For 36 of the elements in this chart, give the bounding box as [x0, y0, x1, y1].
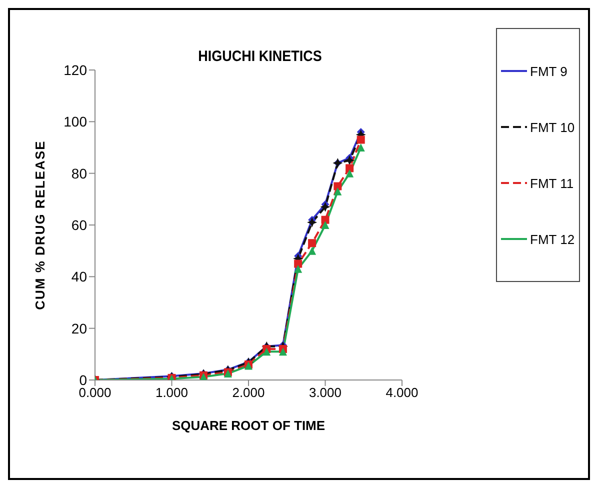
y-tick-label: 120 — [64, 62, 88, 78]
chart-title: HIGUCHI KINETICS — [198, 48, 322, 65]
legend-label: FMT 11 — [530, 176, 574, 190]
point — [334, 187, 342, 196]
x-tick-label: 0.000 — [78, 385, 112, 400]
point — [321, 221, 330, 229]
x-tick-label: 2.000 — [232, 385, 265, 400]
x-tick-label: 1.000 — [155, 385, 188, 400]
y-tick-label: 100 — [64, 114, 88, 130]
point — [356, 136, 365, 144]
point — [308, 239, 316, 248]
legend-label: FMT 9 — [530, 64, 568, 78]
x-tick-label: 3.000 — [308, 385, 342, 400]
y-axis-title: CUM % DRUG RELEASE — [32, 140, 48, 310]
point — [262, 348, 271, 356]
legend-label: FMT 10 — [530, 120, 575, 134]
point — [344, 155, 355, 166]
point — [307, 217, 318, 228]
point — [308, 246, 316, 255]
legend-label: FMT 12 — [530, 232, 575, 246]
y-tick-label: 0 — [79, 372, 88, 388]
y-tick-label: 80 — [71, 165, 88, 182]
point — [321, 216, 330, 224]
point — [278, 348, 287, 356]
point — [356, 144, 365, 152]
point — [346, 169, 354, 178]
y-tick-label: 40 — [71, 268, 88, 285]
point — [320, 202, 330, 212]
point — [294, 260, 302, 268]
y-tick-label: 60 — [71, 216, 88, 233]
point — [346, 164, 354, 172]
point — [334, 182, 342, 190]
point — [294, 264, 302, 273]
x-tick-label: 4.000 — [386, 385, 418, 400]
y-tick-label: 20 — [71, 320, 88, 336]
x-axis-title: SQUARE ROOT OF TIME — [172, 418, 326, 433]
